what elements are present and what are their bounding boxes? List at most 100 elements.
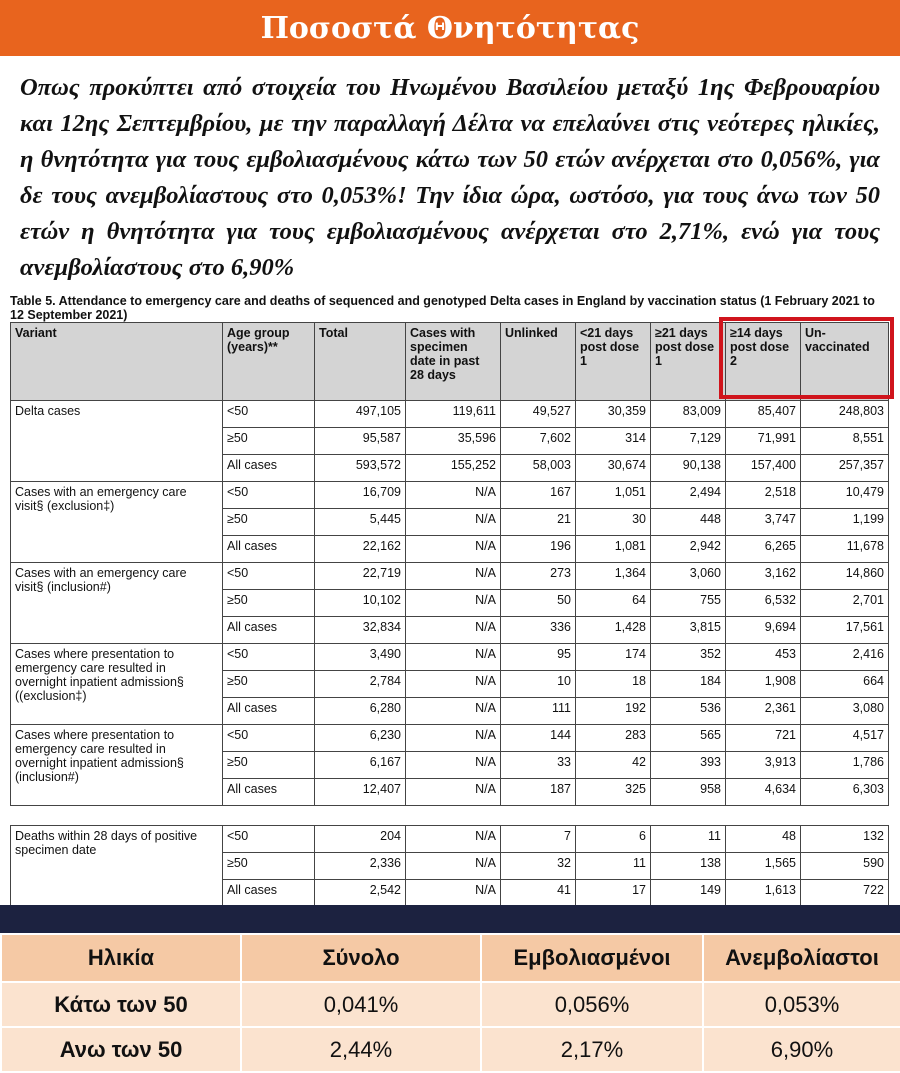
value-cell: 593,572 xyxy=(314,454,406,482)
row-group-label: Delta cases xyxy=(10,400,223,482)
value-cell: 184 xyxy=(650,670,726,698)
value-cell: 1,613 xyxy=(725,879,801,907)
value-cell: 536 xyxy=(650,697,726,725)
value-cell: 10,479 xyxy=(800,481,889,509)
rate-cell: 0,053% xyxy=(702,981,900,1028)
age-group-cell: All cases xyxy=(222,879,315,907)
value-cell: 6,532 xyxy=(725,589,801,617)
value-cell: 722 xyxy=(800,879,889,907)
age-group-cell: ≥50 xyxy=(222,852,315,880)
value-cell: 1,786 xyxy=(800,751,889,779)
value-cell: 3,060 xyxy=(650,562,726,590)
value-cell: 336 xyxy=(500,616,576,644)
value-cell: 95,587 xyxy=(314,427,406,455)
age-group-cell: <50 xyxy=(222,400,315,428)
value-cell: 283 xyxy=(575,724,651,752)
value-cell: 49,527 xyxy=(500,400,576,428)
value-cell: 393 xyxy=(650,751,726,779)
value-cell: 30,674 xyxy=(575,454,651,482)
value-cell: 30 xyxy=(575,508,651,536)
value-cell: 590 xyxy=(800,852,889,880)
column-header: Un-vaccinated xyxy=(800,322,889,401)
table-row: Cases where presentation to emergency ca… xyxy=(10,643,889,725)
summary-row: Κάτω των 50 0,041% 0,056% 0,053% xyxy=(0,981,900,1028)
value-cell: 6 xyxy=(575,825,651,853)
value-cell: 71,991 xyxy=(725,427,801,455)
value-cell: 1,428 xyxy=(575,616,651,644)
row-group-label: Deaths within 28 days of positive specim… xyxy=(10,825,223,907)
value-cell: 755 xyxy=(650,589,726,617)
value-cell: 721 xyxy=(725,724,801,752)
table-row: Cases where presentation to emergency ca… xyxy=(10,724,889,806)
value-cell: 248,803 xyxy=(800,400,889,428)
value-cell: 2,416 xyxy=(800,643,889,671)
value-cell: 7,602 xyxy=(500,427,576,455)
age-group-cell: All cases xyxy=(222,697,315,725)
age-group-cell: <50 xyxy=(222,825,315,853)
header-banner: Ποσοστά Θνητότητας xyxy=(0,0,900,56)
value-cell: 10 xyxy=(500,670,576,698)
value-cell: 11 xyxy=(575,852,651,880)
value-cell: 6,230 xyxy=(314,724,406,752)
value-cell: 6,303 xyxy=(800,778,889,806)
value-cell: 664 xyxy=(800,670,889,698)
value-cell: N/A xyxy=(405,562,501,590)
row-group-label: Cases where presentation to emergency ca… xyxy=(10,724,223,806)
column-header: Cases with specimen date in past 28 days xyxy=(405,322,501,401)
value-cell: N/A xyxy=(405,724,501,752)
value-cell: 565 xyxy=(650,724,726,752)
value-cell: 111 xyxy=(500,697,576,725)
value-cell: 448 xyxy=(650,508,726,536)
value-cell: 192 xyxy=(575,697,651,725)
value-cell: 17,561 xyxy=(800,616,889,644)
value-cell: 2,494 xyxy=(650,481,726,509)
summary-row: Ανω των 50 2,44% 2,17% 6,90% xyxy=(0,1026,900,1073)
value-cell: 35,596 xyxy=(405,427,501,455)
value-cell: 1,364 xyxy=(575,562,651,590)
value-cell: 196 xyxy=(500,535,576,563)
age-group-cell: All cases xyxy=(222,454,315,482)
summary-column-header: Ηλικία xyxy=(0,933,242,983)
page-title: Ποσοστά Θνητότητας xyxy=(260,10,640,46)
summary-column-header: Εμβολιασμένοι xyxy=(480,933,704,983)
age-group-cell: <50 xyxy=(222,481,315,509)
value-cell: N/A xyxy=(405,879,501,907)
value-cell: 9,694 xyxy=(725,616,801,644)
table-row: ≥50 6,167 N/A 33 42 393 3,913 1,786 xyxy=(11,751,889,779)
table-row: ≥50 10,102 N/A 50 64 755 6,532 2,701 xyxy=(11,589,889,617)
value-cell: N/A xyxy=(405,535,501,563)
value-cell: 30,359 xyxy=(575,400,651,428)
value-cell: 33 xyxy=(500,751,576,779)
column-header: ≥21 days post dose 1 xyxy=(650,322,726,401)
value-cell: 5,445 xyxy=(314,508,406,536)
value-cell: 95 xyxy=(500,643,576,671)
value-cell: 50 xyxy=(500,589,576,617)
table-row: All cases 6,280 N/A 111 192 536 2,361 3,080 xyxy=(11,697,889,725)
value-cell: 32,834 xyxy=(314,616,406,644)
value-cell: 4,634 xyxy=(725,778,801,806)
value-cell: 8,551 xyxy=(800,427,889,455)
data-table: Variant Age group (years)** Total Cases wit… xyxy=(10,322,889,806)
summary-column-header: Ανεμβολίαστοι xyxy=(702,933,900,983)
value-cell: N/A xyxy=(405,643,501,671)
table-row: ≥50 2,336 N/A 32 11 138 1,565 590 xyxy=(11,852,889,880)
value-cell: N/A xyxy=(405,589,501,617)
value-cell: 155,252 xyxy=(405,454,501,482)
value-cell: 48 xyxy=(725,825,801,853)
value-cell: 204 xyxy=(314,825,406,853)
row-group-label: Cases with an emergency care visit§ (inc… xyxy=(10,562,223,644)
value-cell: 3,080 xyxy=(800,697,889,725)
age-group-cell: ≥50 xyxy=(222,427,315,455)
summary-table: Ηλικία Σύνολο Εμβολιασμένοι Ανεμβολίαστοι Κά… xyxy=(0,933,900,1073)
rate-cell: 2,44% xyxy=(240,1026,482,1073)
value-cell: 157,400 xyxy=(725,454,801,482)
value-cell: 3,490 xyxy=(314,643,406,671)
table-row: Cases with an emergency care visit§ (exc… xyxy=(10,481,889,563)
value-cell: 497,105 xyxy=(314,400,406,428)
column-header: <21 days post dose 1 xyxy=(575,322,651,401)
value-cell: 325 xyxy=(575,778,651,806)
column-header: Age group (years)** xyxy=(222,322,315,401)
highlight-box xyxy=(719,317,894,399)
value-cell: 314 xyxy=(575,427,651,455)
table-row: Cases with an emergency care visit§ (inc… xyxy=(10,562,889,644)
